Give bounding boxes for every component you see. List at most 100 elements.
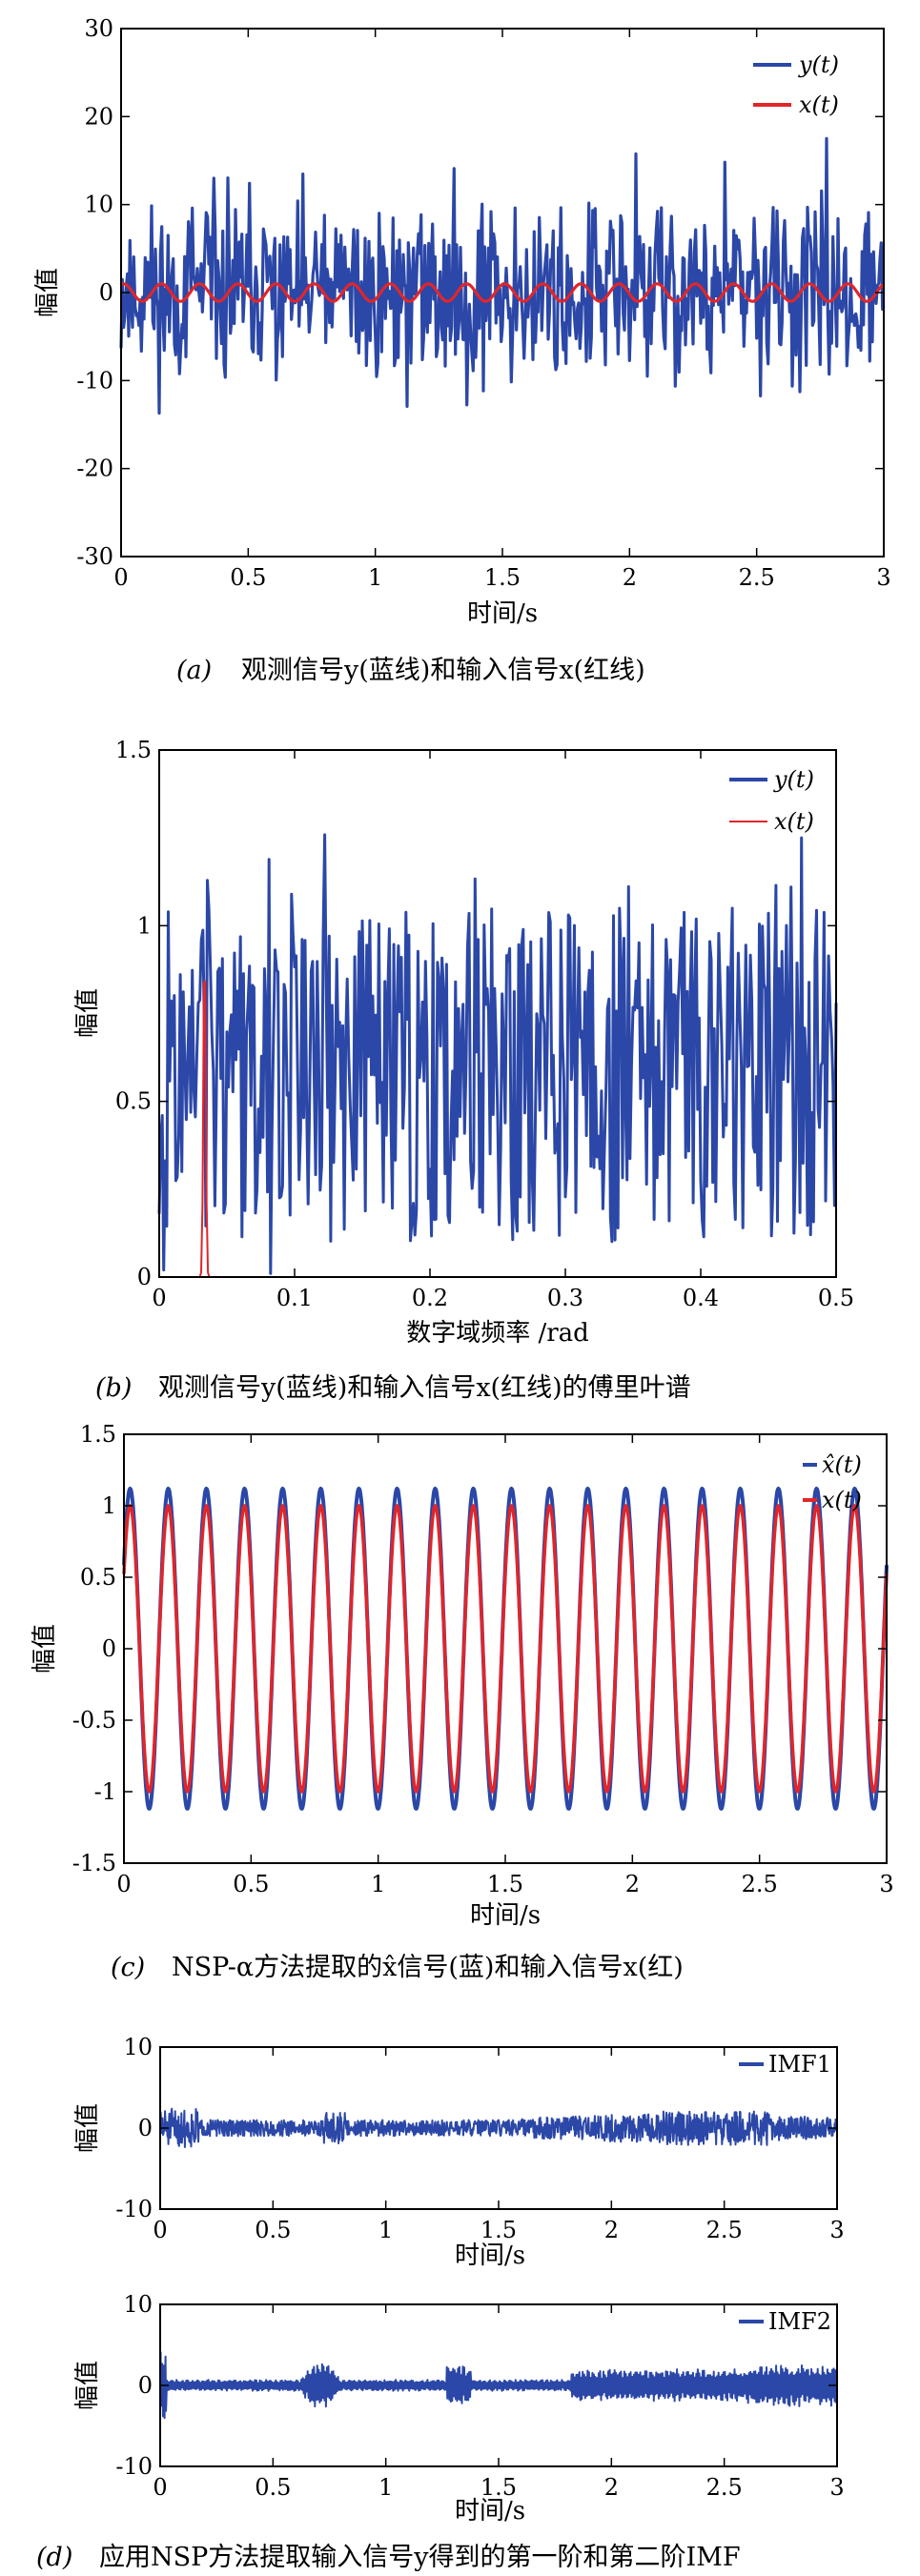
x-tick-label: 0.2 [412,1285,448,1311]
plot-b-ylabel: 幅值 [73,988,102,1038]
x-tick-label: 1 [368,564,382,591]
y-tick-label: 1.5 [80,1421,116,1448]
legend-c-label-2: x(t) [822,1487,862,1513]
x-tick-label: 0 [153,2217,167,2243]
series-imf2 [159,2351,838,2420]
caption-c-text: NSP-α方法提取的x̂信号(蓝)和输入信号x(红) [172,1953,684,1982]
y-tick-label: 10 [123,2034,153,2060]
x-tick-label: 2.5 [742,1871,778,1897]
y-tick-label: 10 [84,192,113,218]
series-y-t [119,136,886,416]
plot-c-series [122,1487,889,1811]
x-tick-label: 0.5 [818,1285,854,1311]
panel-a: 0 0.5 1 1.5 2 2.5 3 -30 -20 -10 0 10 20 30 幅值 时间/s y(… [33,15,891,685]
series-x-t [120,282,885,303]
series-imf1 [159,2107,838,2148]
plot-d2-xlabel: 时间/s [455,2497,525,2525]
plot-d2-ylabel: 幅值 [73,2361,102,2410]
x-tick-label: 0.5 [255,2474,291,2501]
y-tick-label: 0.5 [115,1088,152,1115]
x-tick-label: 0.5 [255,2217,291,2243]
plot-c-xlabel: 时间/s [470,1901,541,1930]
y-tick-label: -0.5 [72,1707,116,1734]
plot-a-series [119,136,886,416]
y-tick-label: 1.5 [115,737,152,763]
y-tick-label: 0 [137,1264,152,1290]
plot-d2-series [159,2351,838,2420]
y-tick-label: 0 [138,2372,153,2399]
plot-b-xlabel: 数字域频率 /rad [406,1319,589,1348]
caption-d-text: 应用NSP方法提取输入信号y得到的第一阶和第二阶IMF [99,2543,741,2572]
y-tick-label: 10 [123,2291,153,2318]
x-tick-label: 1.5 [487,1871,523,1897]
plot-a-ylabel: 幅值 [33,268,62,317]
y-tick-label: 1 [102,1492,116,1519]
y-tick-label: 20 [84,103,113,130]
plot-d1-series [159,2107,838,2148]
legend-d1-label: IMF1 [768,2051,831,2078]
y-tick-label: 0.5 [80,1564,116,1591]
y-tick-label: -1.5 [72,1850,116,1876]
plot-d1-xlabel: 时间/s [455,2241,525,2270]
caption-c-label: (c) [111,1953,145,1982]
y-tick-label: -10 [115,2196,153,2222]
x-tick-label: 0.1 [276,1285,313,1311]
caption-b-label: (b) [95,1373,132,1403]
x-tick-label: 0.5 [233,1871,269,1897]
plot-b-ticks: 0 0.1 0.2 0.3 0.4 0.5 0 0.5 1 1.5 [115,737,854,1311]
y-tick-label: -10 [76,367,113,394]
y-tick-label: 30 [84,15,113,42]
x-tick-label: 0 [113,564,128,591]
series-x-t [122,1504,889,1794]
x-tick-label: 3 [829,2217,844,2243]
caption-b-text: 观测信号y(蓝线)和输入信号x(红线)的傅里叶谱 [158,1373,691,1403]
y-tick-label: -1 [94,1778,116,1805]
x-tick-label: 0.3 [547,1285,583,1311]
plot-a-ticks: 0 0.5 1 1.5 2 2.5 3 -30 -20 -10 0 10 20 30 [76,15,890,591]
legend-a-label-2: x(t) [799,91,839,118]
legend-b-label-1: y(t) [773,766,814,793]
y-tick-label: 0 [138,2115,153,2141]
x-tick-label: 1.5 [480,2474,517,2501]
legend-b-label-2: x(t) [774,808,814,835]
x-tick-label: 2 [604,2217,619,2243]
x-tick-label: 0 [152,1285,166,1311]
x-tick-label: 1 [378,2474,393,2501]
x-tick-label: 0 [116,1871,131,1897]
plot-a-xlabel: 时间/s [467,599,538,628]
plot-d1-ylabel: 幅值 [73,2103,102,2153]
y-tick-label: 0 [102,1635,116,1662]
caption-d-label: (d) [36,2543,72,2572]
plot-c-ylabel: 幅值 [31,1624,59,1673]
caption-a-label: (a) [176,656,212,685]
x-tick-label: 2 [625,1871,640,1897]
panel-c: 0 0.5 1 1.5 2 2.5 3-1.5-1-0.500.511.5 幅值 时间/s … [31,1421,894,1982]
series-xhat-t [122,1487,889,1811]
plot-b-frame [158,749,837,1278]
x-tick-label: 3 [876,564,890,591]
y-tick-label: -10 [115,2453,153,2480]
plot-c-frame [123,1433,888,1864]
y-tick-label: -30 [76,543,113,570]
x-tick-label: 1.5 [484,564,521,591]
x-tick-label: 3 [879,1871,893,1897]
y-tick-label: 0 [99,279,113,306]
y-tick-label: -20 [76,456,113,482]
x-tick-label: 1 [378,2217,393,2243]
panel-b: 0 0.1 0.2 0.3 0.4 0.5 0 0.5 1 1.5 幅值 数字域频率 /rad y… [73,737,854,1403]
legend-c-label-1: x̂(t) [822,1451,862,1478]
x-tick-label: 1.5 [480,2217,517,2243]
plot-b-series [157,833,838,1278]
x-tick-label: 2.5 [706,2474,743,2501]
y-tick-label: 1 [137,912,152,939]
x-tick-label: 2.5 [739,564,775,591]
plot-c-ticks: 0 0.5 1 1.5 2 2.5 3 -1.5 -1 -0.5 0 0.5 1 1.5 [72,1421,894,1897]
x-tick-label: 2 [604,2474,619,2501]
x-tick-label: 0.4 [683,1285,719,1311]
series-y-spectrum [157,833,838,1275]
